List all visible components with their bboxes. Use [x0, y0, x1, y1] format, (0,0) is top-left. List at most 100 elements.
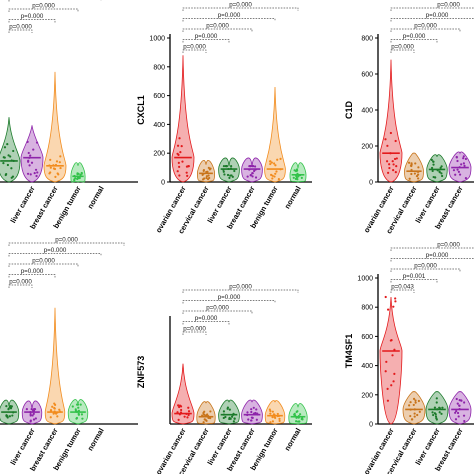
significance-bracket [390, 49, 415, 53]
data-point [248, 168, 251, 171]
y-axis-label: C1D [344, 101, 354, 120]
data-point [249, 165, 252, 168]
data-point [409, 414, 412, 418]
data-point [25, 408, 28, 411]
data-point [32, 148, 35, 151]
violin-shape [379, 59, 403, 183]
data-point [297, 415, 300, 418]
data-point [385, 360, 388, 363]
data-point [49, 408, 53, 412]
data-point [53, 167, 57, 171]
violin-benign-tumor [44, 307, 66, 425]
data-point [59, 166, 62, 170]
violin-shape [70, 162, 86, 183]
p-value-label: p=0.000 [229, 2, 252, 9]
data-point [457, 170, 460, 173]
data-point [228, 408, 231, 411]
data-point [81, 417, 84, 420]
data-point [273, 175, 276, 178]
data-point [10, 405, 13, 408]
data-point [296, 172, 299, 175]
data-point [226, 407, 229, 410]
data-point [74, 408, 77, 411]
data-point [247, 418, 250, 421]
data-point [201, 415, 204, 418]
p-value-label: p=0.000 [55, 237, 78, 244]
chart-panel-4: p=0.000p=0.000p=0.000p=0.000p=0.000liver… [0, 237, 138, 473]
data-point [456, 159, 459, 163]
data-point [430, 158, 433, 161]
y-axis-label: CXCL1 [136, 95, 146, 125]
y-tick-label: 200 [361, 392, 373, 399]
data-point [12, 159, 15, 162]
data-point [76, 172, 79, 175]
data-point [185, 171, 188, 174]
p-value-label: p=0.000 [218, 294, 241, 301]
data-point [201, 173, 204, 177]
data-point [207, 166, 210, 169]
data-point [222, 413, 225, 416]
data-point [431, 411, 434, 414]
y-tick-label: 1000 [357, 276, 373, 283]
data-point [392, 380, 395, 383]
data-point [205, 175, 208, 178]
data-point [456, 168, 459, 171]
data-point [408, 404, 411, 407]
x-tick-label: normal [86, 427, 106, 453]
significance-bracket [390, 279, 438, 283]
data-point [416, 413, 419, 417]
p-value-label: p=0.000 [414, 263, 437, 270]
data-point [272, 413, 275, 416]
data-point [250, 416, 253, 419]
data-point [229, 167, 233, 170]
data-point [433, 406, 437, 409]
p-value-label: p=0.001 [403, 273, 426, 280]
violin-breast-cancer [241, 157, 263, 183]
data-point [6, 163, 9, 167]
data-point [454, 418, 458, 421]
data-point [458, 404, 461, 407]
data-point [32, 412, 35, 415]
data-point [440, 172, 443, 175]
p-value-label: p=0.000 [426, 12, 449, 19]
data-point [456, 402, 459, 405]
data-point [269, 412, 272, 415]
data-point [26, 172, 30, 175]
y-tick-label: 0 [369, 422, 373, 429]
data-point [187, 413, 190, 417]
data-point [232, 420, 235, 423]
data-point [271, 177, 274, 180]
data-point [222, 170, 225, 173]
data-point [391, 354, 394, 357]
violin-shape [379, 296, 403, 425]
violin-shape [448, 391, 472, 425]
p-value-label: p=0.000 [437, 2, 460, 9]
data-point [48, 172, 51, 175]
data-point [388, 166, 391, 170]
y-tick-label: 800 [153, 64, 165, 71]
significance-bracket [390, 289, 415, 293]
data-point [410, 418, 414, 421]
p-value-label: p=0.000 [426, 252, 449, 259]
p-value-label: p=0.000 [414, 23, 437, 30]
violin-shape [425, 391, 449, 425]
data-point [418, 410, 421, 413]
data-point [413, 412, 416, 415]
data-point [6, 414, 9, 418]
violin-breast-cancer [241, 399, 263, 425]
data-point [413, 408, 416, 411]
data-point [276, 414, 279, 418]
y-tick-label: 400 [361, 363, 373, 370]
data-point [224, 415, 227, 419]
data-point [7, 154, 10, 157]
violin-ovarian-cancer [379, 295, 403, 425]
data-point [3, 146, 7, 149]
data-point [416, 170, 419, 173]
violin-liver-cancer [218, 157, 240, 183]
data-point [228, 176, 231, 179]
data-point [436, 408, 439, 411]
data-point [455, 409, 458, 413]
data-point [271, 420, 275, 423]
data-point [225, 165, 229, 168]
data-point [386, 387, 389, 390]
